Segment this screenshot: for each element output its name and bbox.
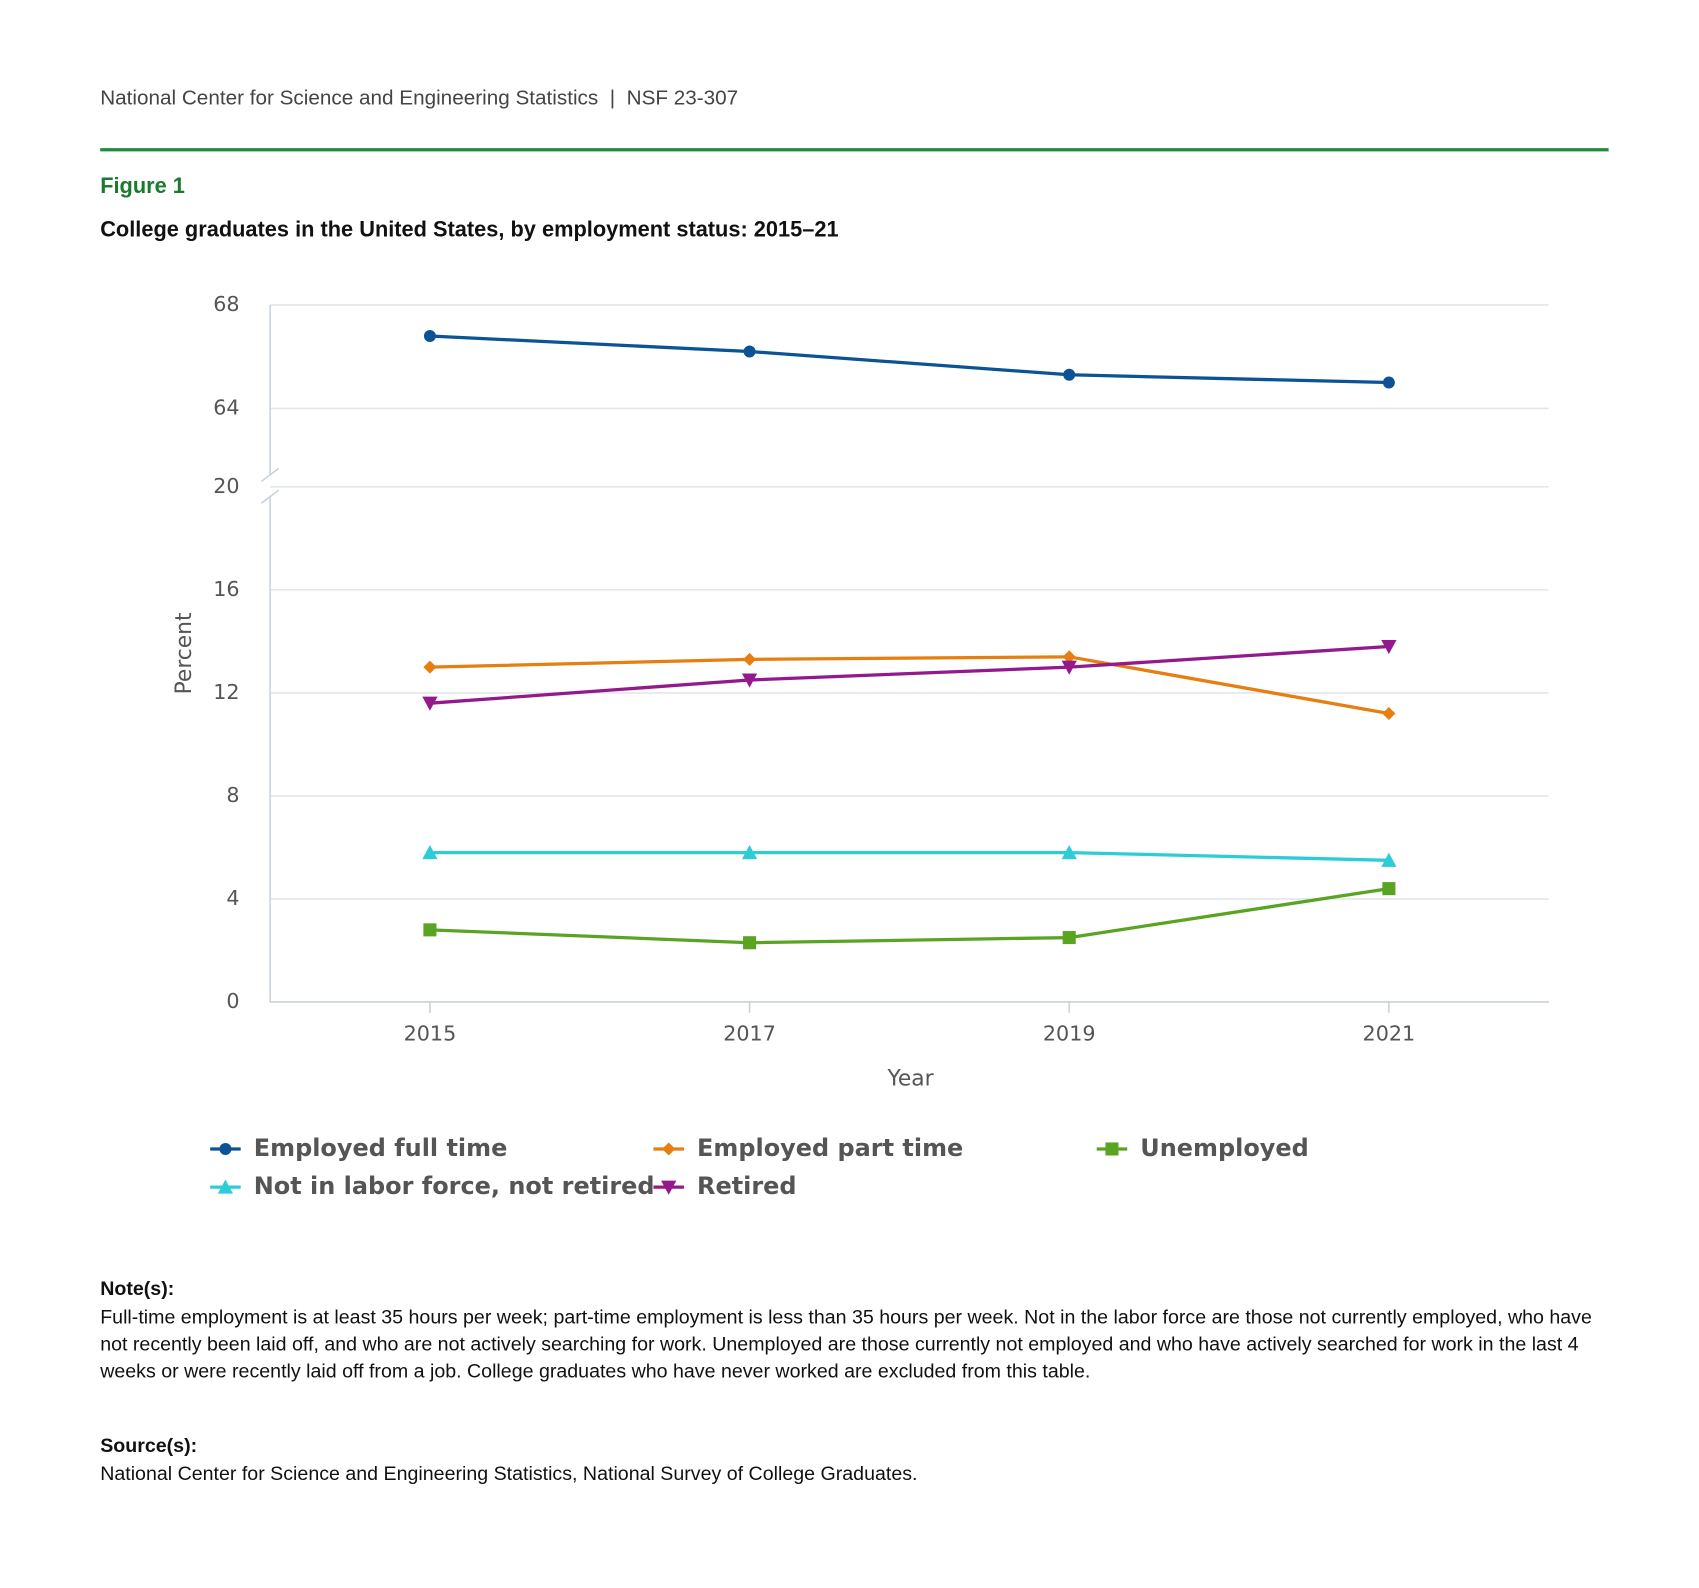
data-point	[1062, 931, 1076, 945]
x-tick-label: 2015	[404, 1022, 457, 1046]
data-point	[423, 923, 437, 937]
x-tick-label: 2017	[723, 1022, 776, 1046]
y-axis-label: Percent	[172, 612, 197, 694]
x-tick-label: 2021	[1363, 1022, 1416, 1046]
legend-marker	[217, 1179, 234, 1194]
y-tick-label: 4	[226, 886, 239, 910]
y-tick-label: 64	[213, 395, 239, 419]
legend-marker	[219, 1143, 232, 1155]
axis-break	[260, 489, 280, 504]
axis-break	[260, 467, 280, 483]
data-point	[423, 329, 436, 342]
chart-title: College graduates in the United States, …	[100, 217, 839, 242]
notes: Full-time employment is at least 35 hour…	[100, 1305, 1592, 1383]
notes-label: Note(s):	[100, 1277, 175, 1300]
data-point	[743, 936, 757, 950]
series-line	[429, 644, 1389, 705]
legend-label: Employed part time	[697, 1134, 963, 1162]
data-point	[422, 696, 438, 711]
data-point	[1382, 706, 1396, 721]
header-rule	[100, 148, 1609, 152]
legend-marker	[1105, 1142, 1119, 1156]
data-point	[1061, 660, 1077, 675]
data-point	[741, 844, 758, 860]
source: National Center for Science and Engineer…	[100, 1462, 918, 1485]
y-tick-label: 0	[226, 989, 239, 1013]
data-point	[1061, 844, 1077, 860]
x-axis-label: Year	[886, 1066, 933, 1091]
series-line	[429, 655, 1390, 716]
data-point	[422, 844, 438, 860]
legend-label: Not in labor force, not retired	[254, 1172, 655, 1200]
series-line	[429, 850, 1389, 862]
legend-label: Employed full time	[254, 1134, 508, 1162]
y-tick-label: 16	[213, 577, 239, 601]
figure-label: Figure 1	[100, 174, 185, 199]
legend-label: Unemployed	[1140, 1134, 1309, 1162]
legend-label: Retired	[697, 1172, 797, 1200]
data-point	[743, 345, 756, 358]
data-point	[1063, 368, 1076, 381]
data-point	[1382, 882, 1396, 896]
data-point	[743, 652, 757, 666]
data-point	[1382, 376, 1395, 389]
data-point	[1381, 639, 1397, 655]
data-point	[741, 673, 758, 688]
y-tick-label: 68	[213, 292, 239, 316]
series-line	[429, 334, 1389, 385]
x-tick-label: 2019	[1043, 1022, 1096, 1046]
data-point	[1381, 852, 1397, 867]
chart: 0 4 8 12 16 20 64 68 2015 2017 2019 2021 Year Percent…	[172, 292, 1549, 1200]
data-point	[423, 660, 437, 674]
legend-marker	[661, 1180, 677, 1195]
source-label: Source(s):	[100, 1434, 198, 1457]
legend-marker	[662, 1142, 676, 1156]
y-tick-label: 20	[213, 474, 239, 498]
y-tick-label: 12	[213, 680, 239, 704]
y-tick-label: 8	[226, 783, 239, 807]
header: National Center for Science and Engineer…	[100, 87, 739, 110]
data-point	[1062, 650, 1076, 664]
series-line	[429, 887, 1390, 945]
